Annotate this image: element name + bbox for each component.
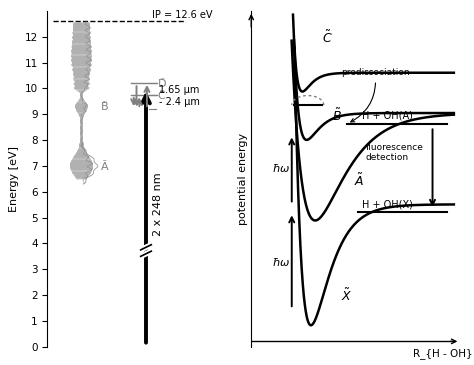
Text: fluorescence
detection: fluorescence detection — [365, 143, 423, 162]
Text: H + OH(A): H + OH(A) — [362, 111, 413, 121]
Text: $\tilde{C}$: $\tilde{C}$ — [321, 30, 332, 46]
Text: $\hbar\omega$: $\hbar\omega$ — [272, 256, 291, 268]
Text: H + OH(X): H + OH(X) — [362, 199, 413, 209]
Text: D̃: D̃ — [158, 79, 166, 89]
Text: $\tilde{B}$: $\tilde{B}$ — [332, 108, 342, 124]
Text: IP = 12.6 eV: IP = 12.6 eV — [152, 10, 212, 20]
Text: $\tilde{X}$: $\tilde{X}$ — [341, 288, 352, 304]
Y-axis label: potential energy: potential energy — [238, 133, 248, 225]
Text: $\hbar\omega$: $\hbar\omega$ — [272, 162, 291, 174]
Text: C̃: C̃ — [158, 91, 165, 101]
Text: predissociation: predissociation — [341, 68, 410, 122]
Y-axis label: Energy [eV]: Energy [eV] — [9, 146, 19, 212]
Text: B̃: B̃ — [100, 103, 108, 112]
Text: 1.65 μm: 1.65 μm — [159, 85, 199, 95]
Text: R_{H - OH}: R_{H - OH} — [413, 348, 473, 359]
Text: $\tilde{A}$: $\tilde{A}$ — [354, 172, 364, 189]
Text: 2 x 248 nm: 2 x 248 nm — [153, 173, 163, 237]
Text: Ã: Ã — [100, 162, 108, 172]
Text: - 2.4 μm: - 2.4 μm — [159, 97, 200, 107]
